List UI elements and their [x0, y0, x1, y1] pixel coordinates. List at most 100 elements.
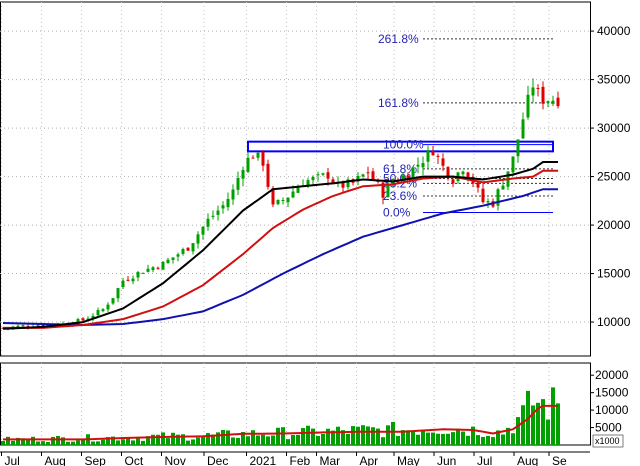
candle-body: [26, 326, 30, 328]
x-tick-label: Sep: [85, 454, 107, 466]
x-tick-label: Jul: [5, 454, 20, 466]
volume-panel: 5000 10000 15000 20000 x1000: [0, 362, 629, 448]
candle-body: [426, 150, 430, 162]
volume-bar: [516, 417, 520, 445]
volume-bar: [541, 399, 545, 445]
volume-bar: [81, 439, 85, 445]
volume-bar: [376, 428, 380, 445]
volume-bar: [391, 421, 395, 445]
volume-bar: [531, 405, 535, 445]
candle-body: [406, 175, 410, 179]
volume-bar: [261, 434, 265, 445]
price-tick-label: 20000: [597, 218, 631, 232]
candle-body: [226, 198, 230, 208]
candle-body: [81, 318, 85, 321]
volume-bar: [76, 440, 80, 445]
candle-body: [281, 200, 285, 202]
fib-level-label: 261.8%: [378, 32, 419, 46]
volume-bar: [126, 437, 130, 445]
x-tick-label: 2021: [250, 454, 277, 466]
candle-body: [196, 234, 200, 244]
candle-body: [126, 279, 130, 281]
candle-body: [176, 254, 180, 257]
candle-body: [541, 86, 545, 104]
price-tick-label: 15000: [597, 267, 631, 281]
candle-body: [296, 187, 300, 193]
volume-bar: [266, 436, 270, 445]
volume-bar: [501, 434, 505, 445]
candle-body: [111, 298, 115, 304]
volume-bar: [366, 426, 370, 445]
volume-bar: [556, 403, 560, 445]
volume-bar: [71, 441, 75, 445]
candle-body: [371, 171, 375, 180]
candle-body: [201, 226, 205, 235]
volume-bar: [431, 432, 435, 445]
volume-bar: [471, 426, 475, 445]
fib-level-label: 161.8%: [378, 96, 419, 110]
candle-body: [91, 315, 95, 318]
volume-bar: [66, 441, 70, 445]
volume-bar: [36, 441, 40, 445]
x-tick-label: Jun: [437, 454, 456, 466]
volume-bar: [491, 437, 495, 445]
volume-bar: [211, 434, 215, 445]
price-panel: 10000 15000 20000 25000 30000 35000 40000 261.8…: [0, 1, 631, 357]
volume-bar: [91, 441, 95, 445]
volume-bar: [161, 432, 165, 445]
volume-bar: [246, 436, 250, 445]
candle-body: [331, 179, 335, 183]
candle-body: [531, 87, 535, 96]
candle-body: [411, 167, 415, 181]
volume-bar: [31, 436, 35, 445]
volume-bar: [451, 432, 455, 445]
fib-level-label: 61.8%: [383, 162, 417, 176]
volume-bar: [461, 431, 465, 445]
volume-bar: [446, 433, 450, 445]
volume-bar: [381, 437, 385, 445]
volume-bar: [271, 435, 275, 445]
volume-bar: [101, 439, 105, 445]
candle-body: [101, 309, 105, 312]
candle-body: [121, 280, 125, 288]
volume-bar: [291, 435, 295, 445]
moving-average-mid: [3, 169, 558, 329]
volume-bar: [106, 437, 110, 445]
volume-bar: [311, 428, 315, 445]
candle-body: [181, 249, 185, 254]
candle-body: [251, 157, 255, 159]
volume-bar: [316, 435, 320, 445]
candle-body: [546, 101, 550, 103]
candle-body: [306, 180, 310, 187]
volume-bar: [96, 441, 100, 445]
fib-level-label: 100.0%: [383, 138, 424, 152]
volume-bar: [281, 427, 285, 445]
candle-body: [481, 188, 485, 203]
volume-bar: [181, 434, 185, 445]
volume-bar: [296, 434, 300, 445]
volume-bar: [26, 439, 30, 445]
candle-body: [526, 94, 530, 118]
candle-body: [166, 259, 170, 264]
candle-body: [141, 272, 145, 274]
volume-bar: [346, 433, 350, 445]
candle-body: [361, 174, 365, 177]
candle-body: [286, 197, 290, 203]
volume-bar: [511, 433, 515, 445]
candle-body: [236, 178, 240, 190]
candle-body: [171, 257, 175, 260]
volume-bar: [156, 434, 160, 445]
volume-bar: [331, 430, 335, 445]
volume-bar: [306, 425, 310, 445]
price-tick-label: 25000: [597, 170, 631, 184]
volume-bar: [141, 440, 145, 445]
volume-bar: [151, 434, 155, 445]
volume-bar: [51, 436, 55, 445]
candle-body: [211, 215, 215, 217]
candle-body: [396, 181, 400, 183]
candle-body: [386, 183, 390, 198]
volume-bar: [121, 439, 125, 445]
price-panel-frame: [0, 1, 591, 357]
candle-body: [216, 210, 220, 215]
x-tick-label: May: [397, 454, 420, 466]
